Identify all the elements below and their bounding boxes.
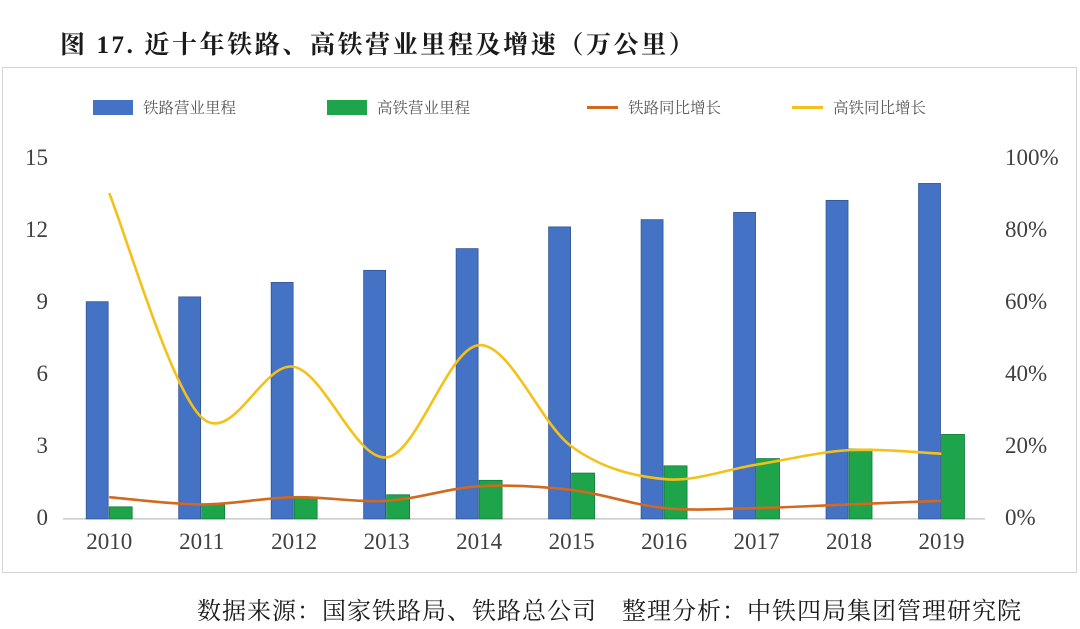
- svg-text:9: 9: [37, 289, 49, 314]
- svg-text:6: 6: [37, 361, 49, 386]
- svg-text:2018: 2018: [826, 529, 872, 554]
- svg-text:2010: 2010: [86, 529, 132, 554]
- svg-text:2019: 2019: [919, 529, 965, 554]
- svg-text:2014: 2014: [456, 529, 503, 554]
- svg-text:15: 15: [25, 145, 48, 170]
- svg-text:2011: 2011: [179, 529, 224, 554]
- svg-text:80%: 80%: [1005, 217, 1047, 242]
- svg-text:20%: 20%: [1005, 433, 1047, 458]
- svg-text:2015: 2015: [549, 529, 595, 554]
- svg-text:0: 0: [37, 505, 49, 530]
- svg-text:0%: 0%: [1005, 505, 1036, 530]
- svg-text:100%: 100%: [1005, 145, 1059, 170]
- svg-text:3: 3: [37, 433, 49, 458]
- svg-text:12: 12: [25, 217, 48, 242]
- svg-text:2017: 2017: [734, 529, 780, 554]
- svg-text:2012: 2012: [271, 529, 317, 554]
- svg-text:40%: 40%: [1005, 361, 1047, 386]
- svg-text:2013: 2013: [364, 529, 410, 554]
- svg-text:60%: 60%: [1005, 289, 1047, 314]
- svg-text:2016: 2016: [641, 529, 687, 554]
